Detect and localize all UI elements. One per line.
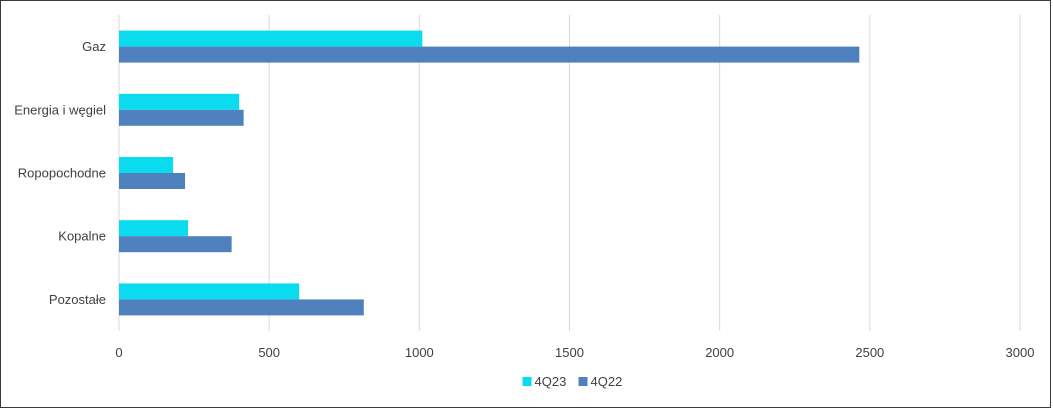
legend: 4Q23 4Q22	[522, 374, 623, 389]
category-label: Ropopochodne	[18, 166, 106, 181]
category-labels: Gaz Energia i węgiel Ropopochodne Kopalne Po…	[14, 39, 106, 307]
bar-4q22-4	[119, 299, 364, 316]
category-label: Energia i węgiel	[14, 102, 106, 117]
bar-4q23-0	[119, 30, 423, 47]
legend-item-4q23: 4Q23	[522, 374, 567, 389]
legend-swatch	[522, 377, 532, 386]
x-tick-label: 3000	[1006, 345, 1035, 360]
x-tick-label: 2500	[855, 345, 884, 360]
legend-swatch	[578, 377, 588, 386]
legend-item-4q22: 4Q22	[578, 374, 623, 389]
bar-4q23-2	[119, 157, 174, 173]
x-tick-label: 1500	[555, 345, 584, 360]
category-label: Kopalne	[58, 229, 106, 244]
legend-label: 4Q23	[535, 374, 567, 389]
bar-4q22-2	[119, 173, 186, 189]
x-tick-label: 500	[258, 345, 280, 360]
x-tick-label: 0	[115, 345, 122, 360]
bar-4q22-3	[119, 236, 232, 253]
gridlines	[118, 15, 1021, 331]
bars	[119, 30, 860, 316]
bar-4q23-4	[119, 283, 300, 300]
bar-4q23-3	[119, 220, 189, 237]
x-tick-label: 1000	[405, 345, 434, 360]
legend-label: 4Q22	[591, 374, 623, 389]
bar-4q22-0	[119, 46, 860, 63]
x-tick-label: 2000	[705, 345, 734, 360]
x-axis-tick-labels: 0 500 1000 1500 2000 2500 3000	[115, 345, 1034, 360]
bar-4q23-1	[119, 93, 240, 110]
bar-4q22-1	[119, 109, 244, 126]
category-label: Gaz	[82, 39, 106, 54]
category-label: Pozostałe	[49, 292, 106, 307]
